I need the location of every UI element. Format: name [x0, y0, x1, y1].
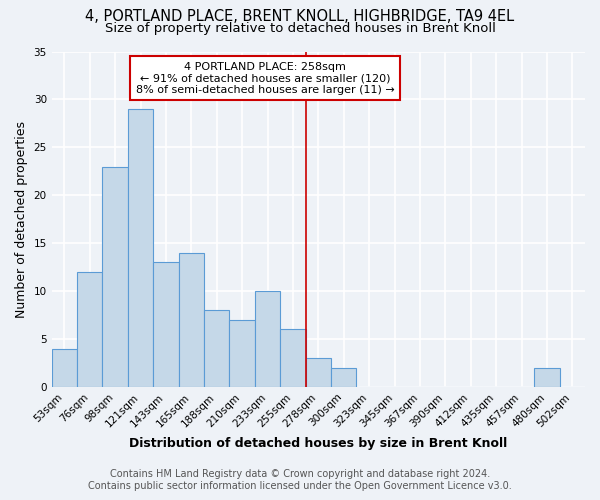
Bar: [77, 272, 103, 387]
Bar: [255, 291, 280, 387]
Bar: [280, 330, 305, 387]
Text: Size of property relative to detached houses in Brent Knoll: Size of property relative to detached ho…: [104, 22, 496, 35]
Bar: [534, 368, 560, 387]
Text: 4 PORTLAND PLACE: 258sqm
← 91% of detached houses are smaller (120)
8% of semi-d: 4 PORTLAND PLACE: 258sqm ← 91% of detach…: [136, 62, 394, 95]
Bar: [103, 166, 128, 387]
Bar: [229, 320, 255, 387]
Bar: [128, 109, 153, 387]
Bar: [331, 368, 356, 387]
Bar: [179, 253, 204, 387]
Text: Contains HM Land Registry data © Crown copyright and database right 2024.
Contai: Contains HM Land Registry data © Crown c…: [88, 470, 512, 491]
Bar: [204, 310, 229, 387]
Bar: [305, 358, 331, 387]
X-axis label: Distribution of detached houses by size in Brent Knoll: Distribution of detached houses by size …: [129, 437, 508, 450]
Y-axis label: Number of detached properties: Number of detached properties: [15, 120, 28, 318]
Text: 4, PORTLAND PLACE, BRENT KNOLL, HIGHBRIDGE, TA9 4EL: 4, PORTLAND PLACE, BRENT KNOLL, HIGHBRID…: [85, 9, 515, 24]
Bar: [52, 348, 77, 387]
Bar: [153, 262, 179, 387]
